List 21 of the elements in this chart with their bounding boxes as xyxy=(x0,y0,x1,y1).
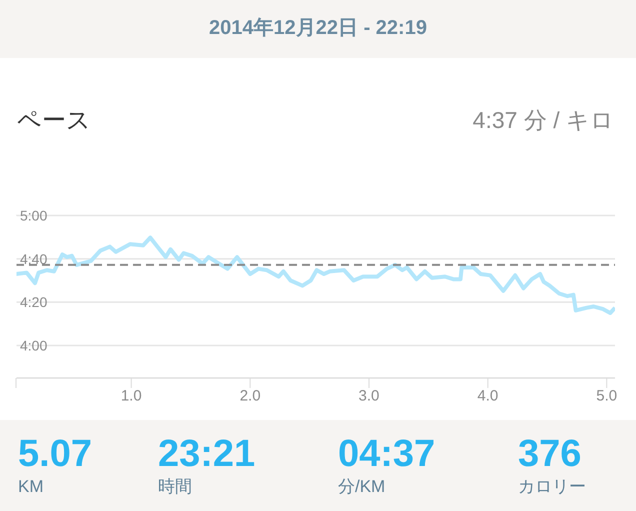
y-tick-label: 5:00 xyxy=(20,208,48,224)
text: KM xyxy=(18,476,44,498)
text: 分/KM xyxy=(338,476,386,498)
chart-subtitle: 2014年12月22日 - 22:19 xyxy=(208,16,428,41)
text: 23:21 xyxy=(158,432,256,476)
text: カロリー xyxy=(518,476,586,498)
x-tick-label: 2.0 xyxy=(240,388,261,405)
text: 04:37 xyxy=(338,432,436,476)
x-tick-label: 4.0 xyxy=(477,388,498,405)
x-tick-label: 5.0 xyxy=(596,388,618,405)
text: 5.07 xyxy=(18,432,92,476)
text: 4:37 分 / キロ xyxy=(472,106,614,135)
y-tick-label: 4:00 xyxy=(20,338,48,354)
text: 376 xyxy=(518,432,582,476)
chart-title: ペース xyxy=(17,106,91,136)
line-series xyxy=(16,236,615,315)
x-tick-label: 1.0 xyxy=(120,388,142,405)
text: 時間 xyxy=(158,476,193,498)
x-tick-label: 3.0 xyxy=(358,388,380,405)
y-tick-label: 4:40 xyxy=(20,250,48,267)
y-tick-label: 4:20 xyxy=(20,294,48,310)
